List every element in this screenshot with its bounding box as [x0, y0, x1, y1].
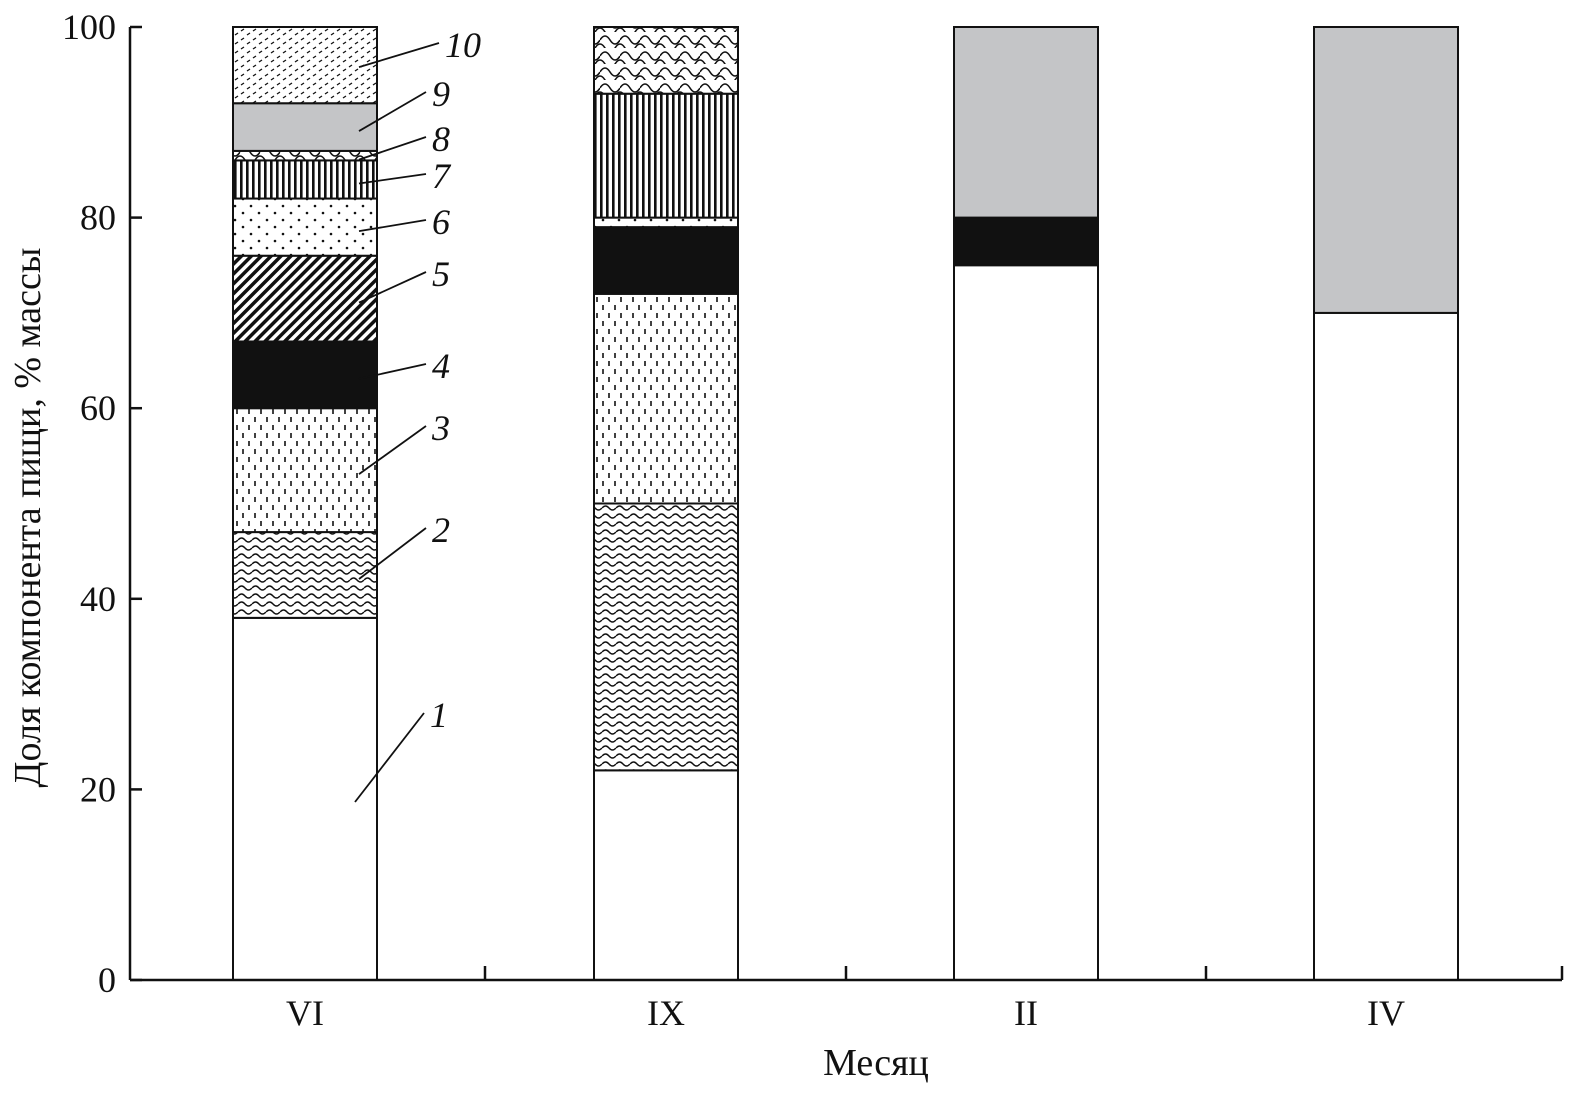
x-axis: VI IX II IV: [130, 966, 1564, 1033]
annotation-leader-7: [358, 173, 427, 185]
y-tick-label-80: 80: [80, 198, 116, 238]
bar-segment-IV-1: [1313, 311, 1459, 981]
y-tick-label-0: 0: [98, 960, 116, 1000]
annotation-leader-1: [354, 712, 425, 803]
annotation-label-3: 3: [431, 408, 450, 448]
annotation-label-10: 10: [445, 25, 481, 65]
bar-IV: [1313, 26, 1459, 981]
bar-II: [953, 26, 1099, 981]
x-tick-label-VI: VI: [286, 993, 324, 1033]
annotation-label-8: 8: [432, 119, 450, 159]
x-tick-label-IX: IX: [647, 993, 685, 1033]
bar-segment-VI-3: [232, 407, 378, 534]
annotation-label-2: 2: [432, 510, 450, 550]
annotation-label-4: 4: [432, 346, 450, 386]
bar-segment-VI-6: [232, 197, 378, 257]
annotation-label-6: 6: [432, 202, 450, 242]
y-tick-label-20: 20: [80, 769, 116, 809]
y-axis: 0 20 40 60 80 100: [62, 7, 142, 1000]
annotation-label-1: 1: [430, 695, 448, 735]
bar-segment-VI-9: [232, 102, 378, 152]
bar-segment-VI-5: [232, 254, 378, 343]
bar-segment-IX-1: [593, 769, 739, 982]
y-axis-title: Доля компонента пищи, % массы: [7, 248, 49, 788]
annotation-leader-2: [358, 527, 427, 580]
annotation-leader-5: [358, 271, 427, 304]
y-ticks: 0 20 40 60 80 100: [62, 7, 142, 1000]
y-tick-label-60: 60: [80, 388, 116, 428]
annotation-leader-3: [358, 425, 427, 475]
annotation-label-9: 9: [432, 74, 450, 114]
bar-segment-II-1: [953, 264, 1099, 981]
bar-segment-IV-9: [1313, 26, 1459, 314]
y-tick-label-40: 40: [80, 579, 116, 619]
annotation-leader-6: [358, 219, 427, 233]
bar-IX: [593, 26, 739, 982]
x-axis-title: Месяц: [823, 1042, 929, 1084]
annotation-label-7: 7: [432, 156, 452, 196]
bar-segment-IX-8: [593, 26, 739, 95]
bar-segment-VI-8: [232, 149, 378, 162]
annotation-leader-4: [358, 363, 427, 380]
bar-segment-II-9: [953, 26, 1099, 219]
bar-segment-VI-1: [232, 616, 378, 981]
bar-segment-VI-4: [232, 340, 378, 410]
bar-segment-VI-2: [232, 531, 378, 619]
bar-segment-IX-4: [593, 226, 739, 295]
bar-segment-II-4: [953, 216, 1099, 267]
x-ticks: VI IX II IV: [286, 966, 1564, 1033]
bar-segment-IX-3: [593, 292, 739, 505]
annotations-layer: 1 2 3 4 5 6 78 9 10: [354, 25, 481, 803]
bar-segment-VI-7: [232, 159, 378, 200]
y-tick-label-100: 100: [62, 7, 116, 47]
bar-segment-IX-7: [593, 92, 739, 219]
bar-VI: [232, 26, 378, 981]
bar-segment-IX-6: [593, 216, 739, 229]
bars-layer: [232, 26, 1459, 982]
annotation-label-5: 5: [432, 254, 450, 294]
bar-segment-IX-2: [593, 502, 739, 772]
x-tick-label-IV: IV: [1367, 993, 1405, 1033]
bar-segment-VI-10: [232, 26, 378, 105]
annotation-leader-9: [358, 91, 427, 132]
annotation-leader-8: [358, 136, 427, 161]
annotation-leader-10: [358, 42, 440, 68]
x-tick-label-II: II: [1014, 993, 1038, 1033]
